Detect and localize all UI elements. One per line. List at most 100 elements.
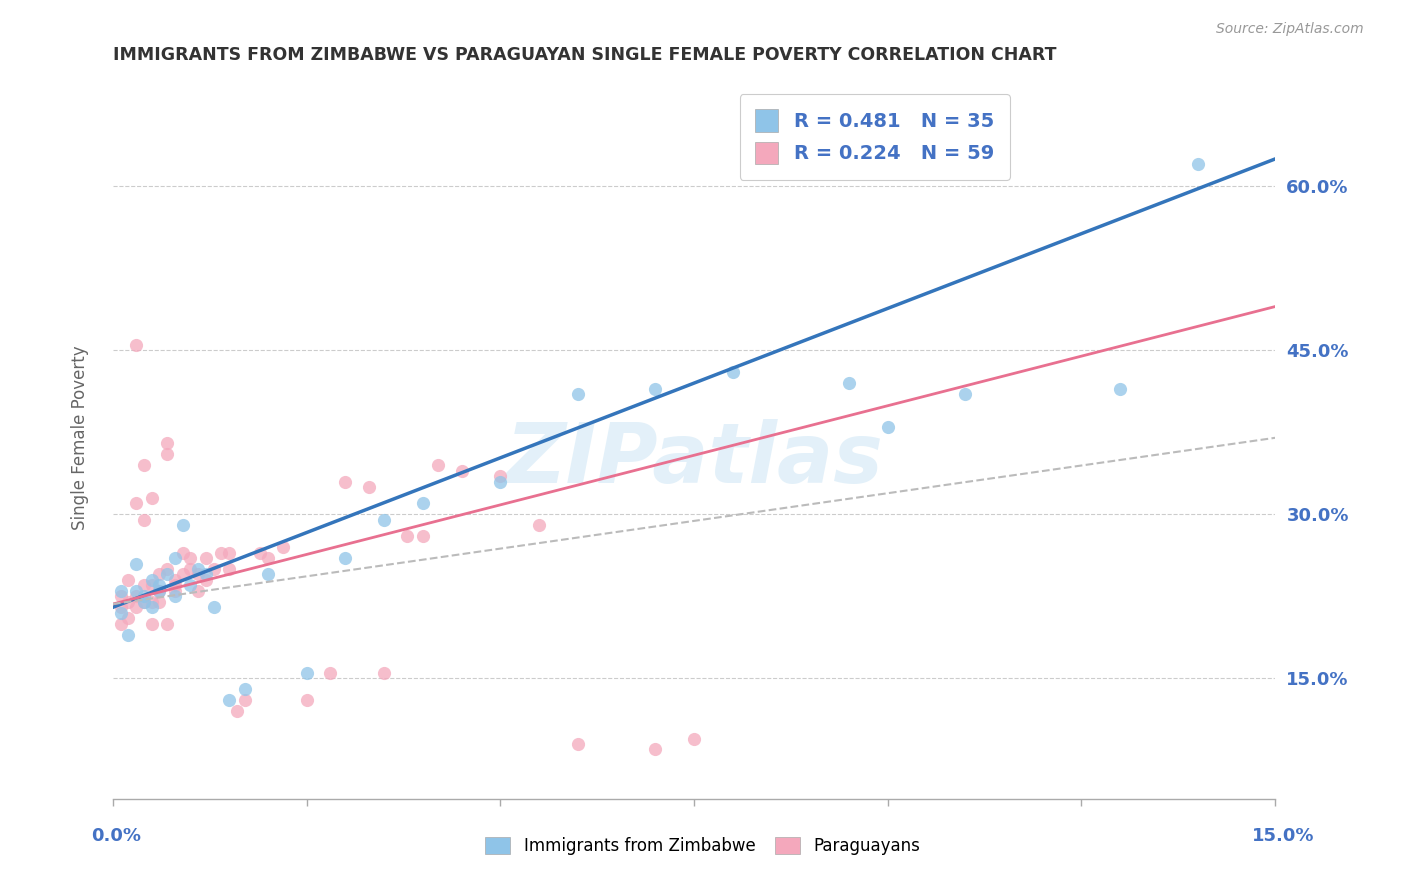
Point (125, 583, 148, 598)
Point (450, 464, 472, 478)
Point (117, 573, 139, 587)
Point (396, 529, 419, 543)
Point (273, 540, 295, 554)
Point (1109, 382, 1132, 396)
Point (141, 600, 163, 615)
Point (644, 382, 666, 396)
Point (256, 567, 278, 582)
Point (163, 590, 186, 604)
Point (125, 600, 148, 615)
Point (233, 682, 256, 697)
Point (172, 546, 194, 560)
Point (194, 567, 217, 582)
Point (373, 513, 395, 527)
Point (117, 595, 139, 609)
Point (110, 583, 132, 598)
Point (125, 590, 148, 604)
Point (179, 578, 201, 592)
Point (567, 387, 589, 401)
Point (163, 578, 186, 592)
Point (110, 616, 132, 631)
Point (132, 595, 155, 609)
Point (141, 595, 163, 609)
Point (644, 742, 666, 756)
Point (141, 616, 163, 631)
Point (187, 567, 209, 582)
Point (256, 551, 278, 566)
Point (218, 562, 240, 576)
Y-axis label: Single Female Poverty: Single Female Poverty (72, 345, 89, 530)
Point (567, 737, 589, 751)
Point (117, 611, 139, 625)
Text: IMMIGRANTS FROM ZIMBABWE VS PARAGUAYAN SINGLE FEMALE POVERTY CORRELATION CHART: IMMIGRANTS FROM ZIMBABWE VS PARAGUAYAN S… (112, 46, 1056, 64)
Point (156, 436, 179, 450)
Point (373, 665, 395, 680)
Point (132, 578, 155, 592)
Point (683, 731, 706, 746)
Point (249, 546, 271, 560)
Point (412, 529, 434, 543)
Point (156, 447, 179, 461)
Point (110, 600, 132, 615)
Point (148, 567, 170, 582)
Point (1187, 157, 1209, 171)
Point (335, 475, 357, 489)
Point (357, 480, 380, 494)
Text: 15.0%: 15.0% (1253, 827, 1315, 845)
Point (319, 665, 342, 680)
Legend: R = 0.481   N = 35, R = 0.224   N = 59: R = 0.481 N = 35, R = 0.224 N = 59 (740, 94, 1010, 179)
Point (141, 578, 163, 592)
Point (187, 583, 209, 598)
Point (172, 567, 194, 582)
Point (209, 546, 232, 560)
Point (225, 704, 247, 718)
Point (141, 491, 163, 505)
Point (412, 496, 434, 510)
Point (427, 458, 450, 472)
Text: Source: ZipAtlas.com: Source: ZipAtlas.com (1216, 22, 1364, 37)
Point (125, 496, 148, 510)
Point (295, 665, 318, 680)
Point (194, 573, 217, 587)
Point (125, 557, 148, 571)
Point (955, 387, 977, 401)
Point (141, 573, 163, 587)
Point (489, 469, 512, 483)
Point (163, 551, 186, 566)
Legend: Immigrants from Zimbabwe, Paraguayans: Immigrants from Zimbabwe, Paraguayans (478, 830, 928, 862)
Text: 0.0%: 0.0% (91, 827, 142, 845)
Point (132, 595, 155, 609)
Point (132, 590, 155, 604)
Point (148, 595, 170, 609)
Point (194, 551, 217, 566)
Point (202, 600, 225, 615)
Text: ZIPatlas: ZIPatlas (505, 419, 883, 500)
Point (489, 475, 512, 489)
Point (295, 693, 318, 707)
Point (148, 583, 170, 598)
Point (335, 551, 357, 566)
Point (527, 518, 550, 533)
Point (163, 573, 186, 587)
Point (117, 627, 139, 641)
Point (156, 562, 179, 576)
Point (838, 376, 860, 390)
Point (233, 693, 256, 707)
Point (202, 562, 225, 576)
Point (156, 567, 179, 582)
Point (125, 338, 148, 352)
Point (156, 616, 179, 631)
Point (218, 546, 240, 560)
Point (132, 513, 155, 527)
Point (218, 693, 240, 707)
Point (179, 562, 201, 576)
Point (163, 583, 186, 598)
Point (179, 551, 201, 566)
Point (148, 578, 170, 592)
Point (148, 583, 170, 598)
Point (876, 420, 898, 434)
Point (110, 590, 132, 604)
Point (132, 458, 155, 472)
Point (110, 606, 132, 620)
Point (172, 518, 194, 533)
